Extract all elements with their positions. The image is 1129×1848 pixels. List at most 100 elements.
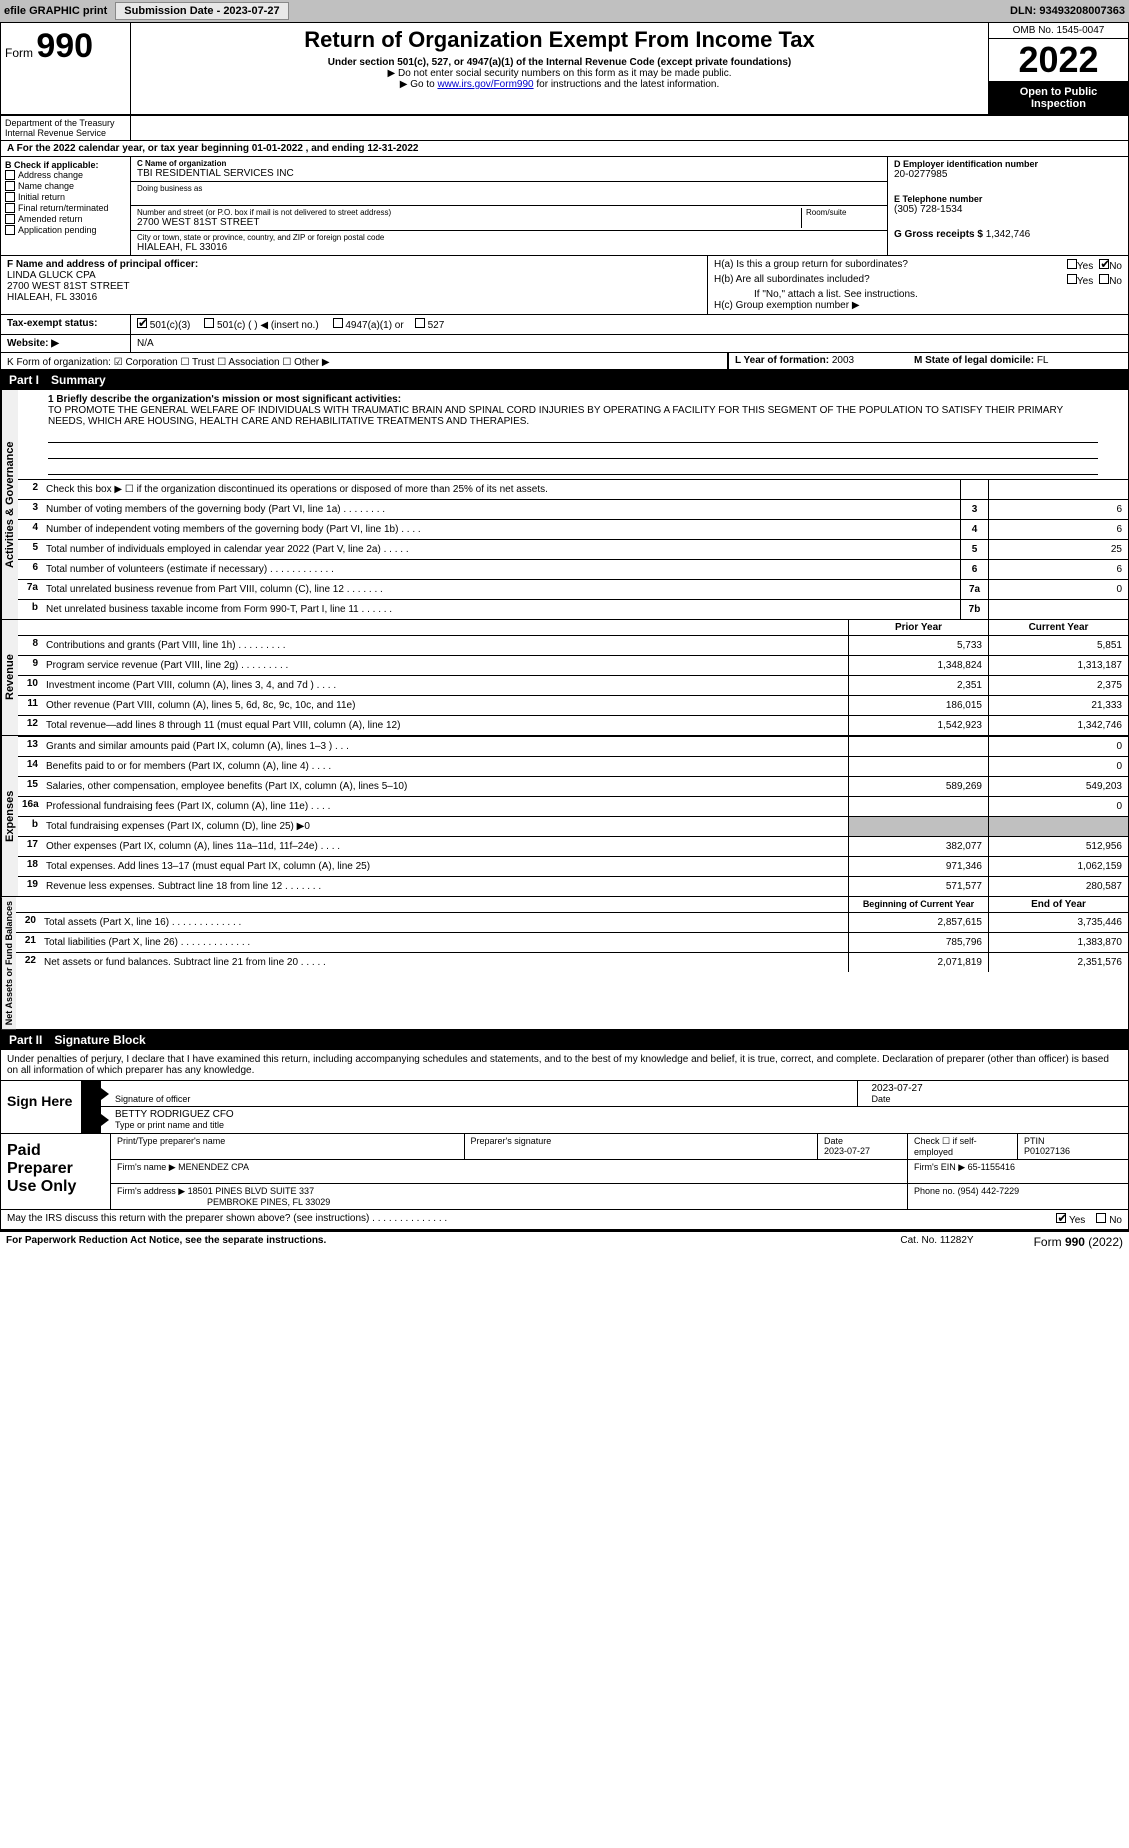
ha-no[interactable]: No [1099,259,1122,272]
col-b-checkboxes: B Check if applicable: Address change Na… [1,157,131,255]
omb-number: OMB No. 1545-0047 [989,23,1128,39]
ein-value: 20-0277985 [894,169,1122,180]
table-row: 4 Number of independent voting members o… [18,519,1128,539]
room-label: Room/suite [806,208,881,217]
tax-year: 2022 [989,39,1128,82]
dba-label: Doing business as [137,184,881,193]
city-value: HIALEAH, FL 33016 [137,242,881,253]
table-row: 9 Program service revenue (Part VIII, li… [18,655,1128,675]
state-domicile-value: FL [1037,355,1049,366]
opt-4947[interactable]: 4947(a)(1) or [333,320,404,331]
chk-final-return[interactable]: Final return/terminated [5,203,126,213]
check-self-employed[interactable]: Check ☐ if self-employed [908,1134,1018,1159]
irs-link[interactable]: www.irs.gov/Form990 [437,79,533,90]
ptin-value: P01027136 [1024,1146,1122,1156]
row-i-tax-status: Tax-exempt status: 501(c)(3) 501(c) ( ) … [1,315,1128,335]
sig-date: 2023-07-27 [872,1083,1115,1094]
opt-501c[interactable]: 501(c) ( ) ◀ (insert no.) [204,320,318,331]
name-title-label: Type or print name and title [115,1120,1114,1130]
table-row: 13 Grants and similar amounts paid (Part… [18,736,1128,756]
vert-activities: Activities & Governance [1,390,18,619]
hb-note: If "No," attach a list. See instructions… [714,289,1122,300]
phone-value: (954) 442-7229 [958,1186,1020,1196]
row-fh: F Name and address of principal officer:… [1,256,1128,315]
chk-application-pending[interactable]: Application pending [5,225,126,235]
discuss-row: May the IRS discuss this return with the… [1,1210,1128,1231]
section-bcd: B Check if applicable: Address change Na… [1,157,1128,256]
chk-initial-return[interactable]: Initial return [5,192,126,202]
discuss-label: May the IRS discuss this return with the… [7,1213,1056,1226]
col-b-header: B Check if applicable: [5,160,126,170]
phone-label: Phone no. [914,1186,955,1196]
firm-ein-label: Firm's EIN ▶ [914,1162,965,1172]
ptin-label: PTIN [1024,1136,1122,1146]
row-lm: L Year of formation: 2003 M State of leg… [1,352,1128,370]
form-label: Form [5,46,33,60]
table-row: 21 Total liabilities (Part X, line 26) .… [16,932,1128,952]
form-footer: Form 990 (2022) [1034,1235,1123,1249]
org-name-label: C Name of organization [137,159,881,168]
chk-amended[interactable]: Amended return [5,214,126,224]
signature-intro: Under penalties of perjury, I declare th… [1,1050,1128,1081]
firm-name-label: Firm's name ▶ [117,1162,176,1172]
part1-header: Part I Summary [1,370,1128,390]
officer-name-title: BETTY RODRIGUEZ CFO [115,1109,1114,1120]
print-name-label: Print/Type preparer's name [117,1136,458,1146]
form-title-box: Return of Organization Exempt From Incom… [131,23,988,114]
row-j-website: Website: ▶ N/A [1,335,1128,353]
tax-status-options: 501(c)(3) 501(c) ( ) ◀ (insert no.) 4947… [131,315,1128,334]
part1-expenses: Expenses 13 Grants and similar amounts p… [1,736,1128,897]
firm-addr-label: Firm's address ▶ [117,1186,185,1196]
hb-yes[interactable]: Yes [1067,274,1093,287]
form-subtitle-2: ▶ Do not enter social security numbers o… [139,68,980,79]
website-label: Website: ▶ [1,335,131,352]
state-domicile-label: M State of legal domicile: [914,355,1034,366]
chk-address-change[interactable]: Address change [5,170,126,180]
officer-addr2: HIALEAH, FL 33016 [7,292,701,303]
form-990: Form 990 Return of Organization Exempt F… [0,22,1129,1232]
table-row: 20 Total assets (Part X, line 16) . . . … [16,912,1128,932]
col-d-ein: D Employer identification number 20-0277… [888,157,1128,255]
arrow-icon [81,1081,101,1106]
tax-status-label: Tax-exempt status: [1,315,131,334]
arrow-icon [81,1107,101,1133]
table-row: b Total fundraising expenses (Part IX, c… [18,816,1128,836]
discuss-no[interactable]: No [1096,1215,1122,1226]
vert-expenses: Expenses [1,736,18,896]
prior-year-hdr: Prior Year [848,620,988,635]
firm-addr2: PEMBROKE PINES, FL 33029 [117,1197,330,1207]
department-label: Department of the Treasury Internal Reve… [1,116,131,140]
efile-label: efile GRAPHIC print [4,5,107,17]
hb-no[interactable]: No [1099,274,1122,287]
form-header: Form 990 Return of Organization Exempt F… [1,23,1128,116]
gross-label: G Gross receipts $ [894,229,983,240]
table-row: 17 Other expenses (Part IX, column (A), … [18,836,1128,856]
ha-label: H(a) Is this a group return for subordin… [714,259,908,272]
form-number: 990 [36,27,93,65]
opt-527[interactable]: 527 [415,320,444,331]
part1-num: Part I [9,373,39,387]
table-row: 14 Benefits paid to or for members (Part… [18,756,1128,776]
vert-netassets: Net Assets or Fund Balances [1,897,16,1029]
tel-value: (305) 728-1534 [894,204,1122,215]
table-row: 18 Total expenses. Add lines 13–17 (must… [18,856,1128,876]
paperwork-notice: For Paperwork Reduction Act Notice, see … [6,1235,900,1249]
table-row: 22 Net assets or fund balances. Subtract… [16,952,1128,972]
table-row: 7a Total unrelated business revenue from… [18,579,1128,599]
form-title: Return of Organization Exempt From Incom… [139,27,980,53]
submission-date-button[interactable]: Submission Date - 2023-07-27 [115,2,288,20]
form-subtitle-3: ▶ Go to www.irs.gov/Form990 for instruct… [139,79,980,90]
opt-501c3[interactable]: 501(c)(3) [137,320,190,331]
ha-yes[interactable]: Yes [1067,259,1093,272]
form-year-box: OMB No. 1545-0047 2022 Open to Public In… [988,23,1128,114]
part1-title: Summary [51,373,106,387]
table-row: 15 Salaries, other compensation, employe… [18,776,1128,796]
part1-ag: Activities & Governance 1 Briefly descri… [1,390,1128,620]
table-row: 6 Total number of volunteers (estimate i… [18,559,1128,579]
table-row: 12 Total revenue—add lines 8 through 11 … [18,715,1128,735]
discuss-yes[interactable]: Yes [1056,1215,1085,1226]
part2-title: Signature Block [54,1033,145,1047]
chk-name-change[interactable]: Name change [5,181,126,191]
paid-preparer-label: Paid Preparer Use Only [1,1134,111,1209]
open-to-public: Open to Public Inspection [989,82,1128,114]
